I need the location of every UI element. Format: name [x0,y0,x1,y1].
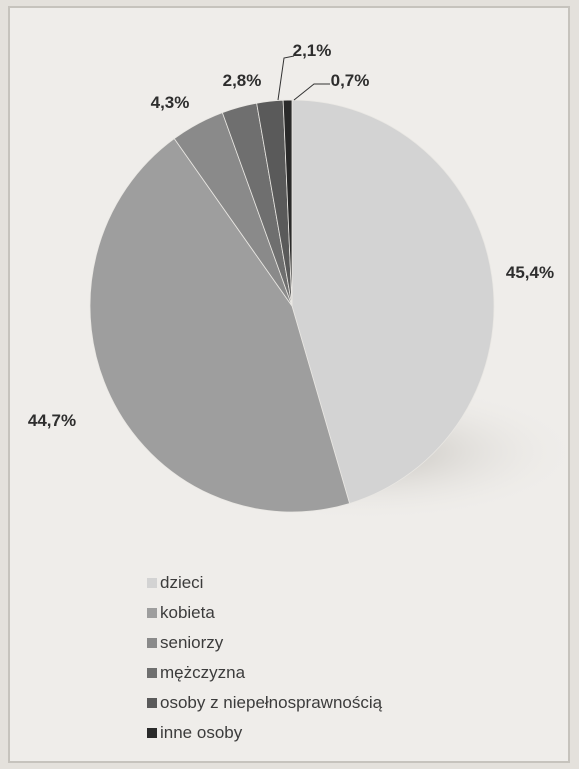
chart-frame: 45,4% 44,7% 4,3% 2,8% 2,1% 0,7% dzieci kobiet… [8,6,570,763]
data-label: 2,1% [293,41,332,60]
legend-swatch [147,728,157,738]
leader-line [277,55,295,101]
legend-label: kobieta [160,603,215,622]
legend-swatch [147,608,157,618]
pie-slice-inne-osoby [282,99,293,307]
legend-label: mężczyzna [160,663,246,682]
legend-swatch [147,578,157,588]
legend-label: inne osoby [160,723,243,742]
legend-item: mężczyzna [147,658,382,688]
legend-item: seniorzy [147,628,382,658]
data-label: 4,3% [151,93,190,112]
legend-label: seniorzy [160,633,224,652]
legend-item: kobieta [147,598,382,628]
pie-slice-kobieta [89,138,351,513]
pie-chart: 45,4% 44,7% 4,3% 2,8% 2,1% 0,7% [28,41,568,522]
legend-swatch [147,638,157,648]
leader-line [293,83,330,101]
legend-item: osoby z niepełnosprawnością [147,688,382,718]
data-label: 44,7% [28,411,76,430]
legend-label: osoby z niepełnosprawnością [160,693,383,712]
pie-slices [89,99,495,513]
data-label: 0,7% [331,71,370,90]
legend-swatch [147,698,157,708]
data-labels: 45,4% 44,7% 4,3% 2,8% 2,1% 0,7% [28,41,554,430]
legend-item: inne osoby [147,718,382,748]
legend-item: dzieci [147,568,382,598]
data-label: 45,4% [506,263,554,282]
leader-lines [277,55,330,101]
pie-slice-dzieci [291,99,495,504]
legend: dzieci kobieta seniorzy mężczyzna osoby … [147,568,382,748]
legend-swatch [147,668,157,678]
data-label: 2,8% [223,71,262,90]
legend-label: dzieci [160,573,204,592]
